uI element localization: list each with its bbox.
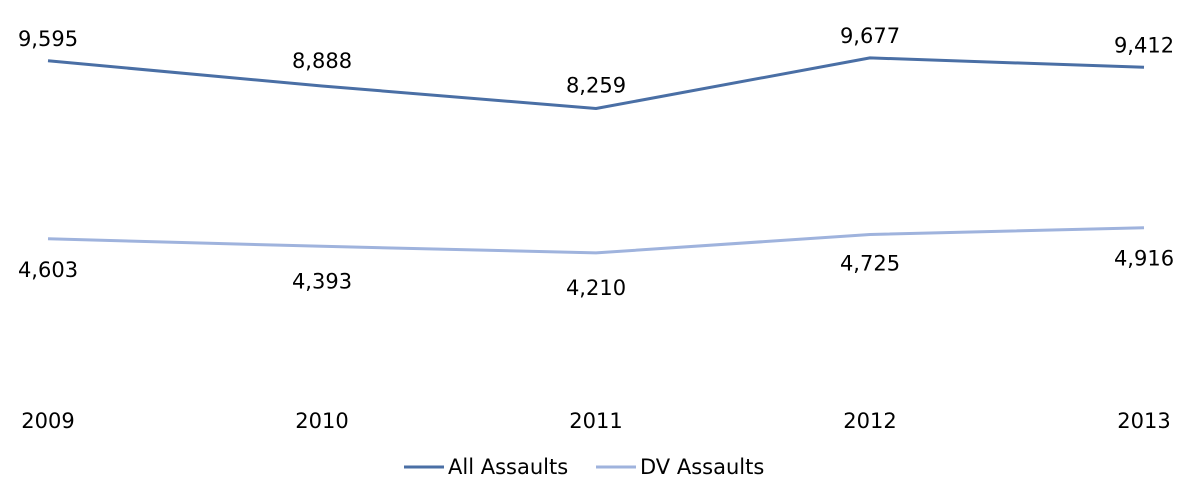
x-tick-label: 2010 <box>295 409 348 433</box>
legend: All Assaults DV Assaults <box>404 455 764 479</box>
series-layer <box>47 56 1145 255</box>
data-label: 4,210 <box>566 276 626 300</box>
data-label-layer: 9,595 8,888 8,259 9,677 9,412 4,603 4,393 4,210… <box>18 24 1174 300</box>
data-label: 9,595 <box>18 27 78 51</box>
data-label: 4,916 <box>1114 247 1174 271</box>
series-line-dv-assaults <box>47 226 1145 255</box>
data-label: 8,888 <box>292 49 352 73</box>
data-label: 4,393 <box>292 269 352 293</box>
legend-label: DV Assaults <box>640 455 764 479</box>
x-tick-label: 2009 <box>21 409 74 433</box>
x-tick-label: 2013 <box>1117 409 1170 433</box>
x-axis: 2009 2010 2011 2012 2013 <box>21 409 1170 433</box>
data-label: 8,259 <box>566 74 626 98</box>
x-tick-label: 2012 <box>843 409 896 433</box>
x-tick-label: 2011 <box>569 409 622 433</box>
data-label: 4,725 <box>840 252 900 276</box>
series-line-all-assaults <box>47 56 1145 110</box>
data-label: 9,412 <box>1114 33 1174 57</box>
legend-label: All Assaults <box>448 455 568 479</box>
data-label: 9,677 <box>840 24 900 48</box>
data-label: 4,603 <box>18 258 78 282</box>
